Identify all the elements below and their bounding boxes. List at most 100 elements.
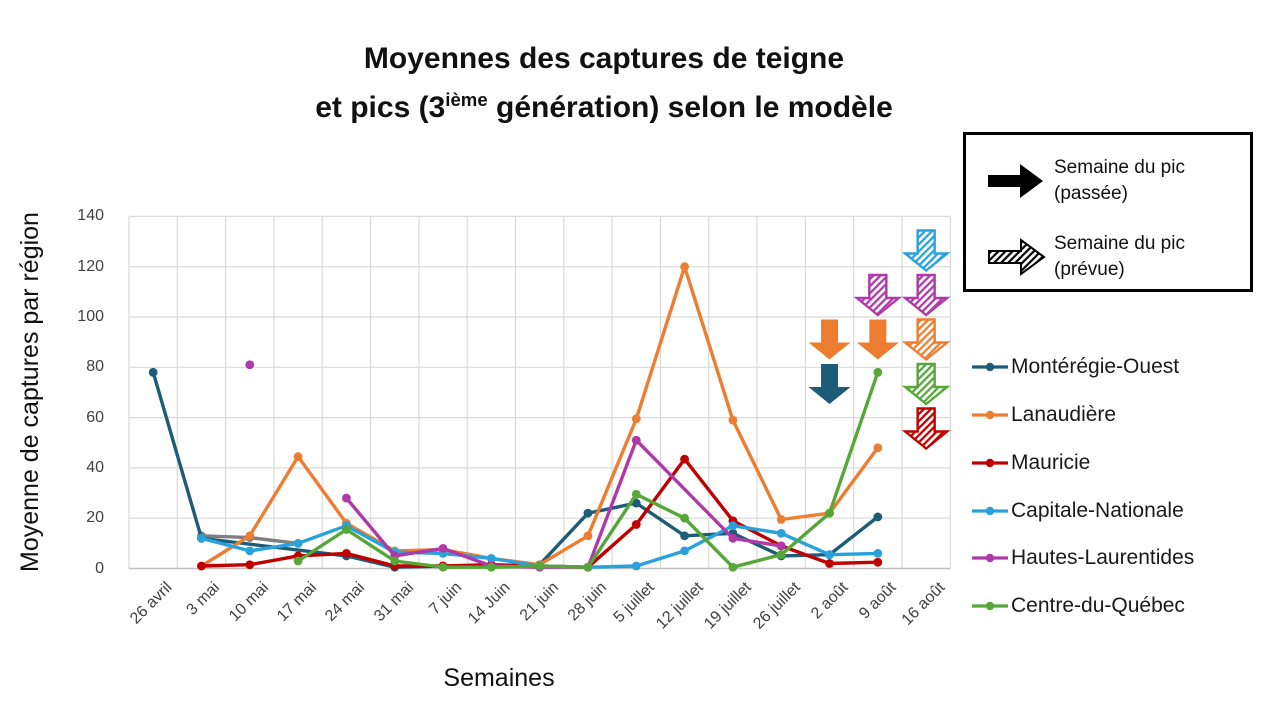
data-point-dot bbox=[680, 454, 689, 464]
data-point-dot bbox=[680, 531, 689, 541]
legend-marker-icon bbox=[972, 601, 1008, 611]
data-point-dot bbox=[631, 435, 641, 445]
data-point-dot bbox=[776, 528, 786, 538]
y-tick-label: 60 bbox=[86, 408, 104, 426]
data-point-dot bbox=[486, 562, 496, 572]
data-point-dot bbox=[197, 533, 206, 543]
peak-arrow-down-icon bbox=[901, 273, 951, 317]
data-point-dot bbox=[825, 508, 834, 518]
data-point-dot bbox=[873, 549, 883, 558]
series-line bbox=[199, 265, 880, 568]
chart-title-line1: Moyennes des captures de teigne bbox=[363, 42, 845, 75]
data-point-dot bbox=[390, 556, 400, 566]
legend-marker-icon bbox=[972, 553, 1008, 563]
hatched-right-arrow-icon bbox=[988, 238, 1046, 276]
series-line bbox=[151, 370, 880, 569]
data-point-dot bbox=[680, 262, 689, 272]
y-tick-label: 0 bbox=[95, 559, 104, 577]
y-tick-label: 80 bbox=[86, 358, 104, 376]
legend-item-label: Capitale-Nationale bbox=[1011, 499, 1184, 522]
legend-item: Centre-du-Québec bbox=[972, 593, 1185, 619]
data-point-dot bbox=[776, 550, 786, 560]
data-point-dot bbox=[728, 562, 738, 572]
chart-title-line2-end: génération) selon le modèle bbox=[487, 91, 893, 124]
peak-arrow-down-icon bbox=[901, 407, 951, 451]
y-tick-label: 40 bbox=[86, 458, 104, 476]
legend-item-label: Hautes-Laurentides bbox=[1011, 546, 1195, 569]
data-point-dot bbox=[825, 559, 834, 568]
data-point-dot bbox=[583, 562, 593, 572]
data-point-dot bbox=[245, 546, 255, 556]
data-point-dot bbox=[245, 360, 255, 370]
data-point-dot bbox=[680, 546, 689, 556]
legend-item: Mauricie bbox=[972, 450, 1090, 476]
y-tick-label: 120 bbox=[77, 257, 104, 275]
data-point-dot bbox=[776, 515, 786, 524]
arrow-legend-forecast-label: Semaine du pic (prévue) bbox=[1054, 233, 1185, 280]
data-point-dot bbox=[148, 367, 158, 377]
chart-title: Moyennes des captures de teigne et pics … bbox=[129, 38, 1079, 128]
legend-marker-icon bbox=[972, 458, 1008, 468]
data-point-dot bbox=[631, 520, 641, 529]
legend-item: Capitale-Nationale bbox=[972, 498, 1184, 524]
data-point-dot bbox=[438, 543, 448, 553]
x-axis-title: Semaines bbox=[443, 664, 555, 692]
legend-item: Montérégie-Ouest bbox=[972, 354, 1179, 380]
legend-item-label: Mauricie bbox=[1011, 451, 1091, 474]
y-tick-label: 140 bbox=[77, 207, 104, 225]
data-point-dot bbox=[776, 541, 786, 551]
chart-title-line2: et pics (3 bbox=[315, 91, 446, 124]
legend-item: Lanaudière bbox=[972, 402, 1116, 428]
legend-item-label: Centre-du-Québec bbox=[1011, 594, 1185, 617]
data-point-dot bbox=[631, 489, 641, 499]
data-point-dot bbox=[293, 538, 303, 548]
data-point-dot bbox=[245, 560, 255, 570]
data-point-dot bbox=[583, 508, 593, 518]
legend-item: Hautes-Laurentides bbox=[972, 545, 1194, 571]
data-point-dot bbox=[631, 498, 641, 508]
data-point-dot bbox=[873, 367, 883, 377]
data-point-dot bbox=[342, 525, 351, 534]
data-point-dot bbox=[873, 512, 883, 522]
data-point-dot bbox=[583, 531, 593, 541]
data-point-dot bbox=[535, 561, 545, 571]
peak-arrow-down-icon bbox=[808, 319, 851, 360]
chart-title-superscript: ième bbox=[445, 89, 488, 110]
data-point-dot bbox=[631, 414, 641, 424]
data-point-dot bbox=[293, 452, 303, 461]
peak-arrow-down-icon bbox=[853, 273, 903, 317]
y-tick-label: 20 bbox=[86, 509, 104, 527]
solid-right-arrow-icon bbox=[988, 164, 1043, 198]
arrow-legend-past-label: Semaine du pic (passée) bbox=[1054, 157, 1185, 204]
data-point-dot bbox=[342, 549, 351, 558]
data-point-dot bbox=[873, 557, 883, 567]
legend-item-label: Lanaudière bbox=[1011, 403, 1117, 426]
peak-arrow-down-icon bbox=[901, 318, 951, 362]
arrow-legend-row-past: Semaine du pic (passée) bbox=[988, 155, 1185, 207]
peak-arrow-down-icon bbox=[808, 364, 851, 404]
data-point-dot bbox=[825, 550, 834, 560]
data-point-dot bbox=[873, 443, 883, 453]
arrow-legend-row-forecast: Semaine du pic (prévue) bbox=[988, 231, 1185, 283]
legend-marker-icon bbox=[972, 410, 1008, 420]
y-tick-label: 100 bbox=[77, 308, 104, 325]
peak-arrow-down-icon bbox=[901, 229, 951, 273]
data-point-dot bbox=[728, 415, 738, 425]
legend-marker-icon bbox=[972, 506, 1008, 516]
data-point-dot bbox=[486, 554, 496, 563]
arrow-legend-box: Semaine du pic (passée) Semaine du pic (… bbox=[963, 132, 1253, 292]
data-point-dot bbox=[245, 531, 255, 541]
legend-item-label: Montérégie-Ouest bbox=[1011, 355, 1180, 378]
data-point-dot bbox=[728, 521, 738, 531]
legend-marker-icon bbox=[972, 362, 1008, 372]
data-point-dot bbox=[293, 556, 303, 566]
peak-arrow-down-icon bbox=[856, 319, 899, 360]
data-point-dot bbox=[438, 562, 448, 572]
data-point-dot bbox=[728, 533, 738, 543]
data-point-dot bbox=[631, 561, 641, 571]
peak-arrow-down-icon bbox=[901, 362, 951, 406]
data-point-dot bbox=[680, 513, 689, 523]
data-point-dot bbox=[342, 493, 351, 503]
